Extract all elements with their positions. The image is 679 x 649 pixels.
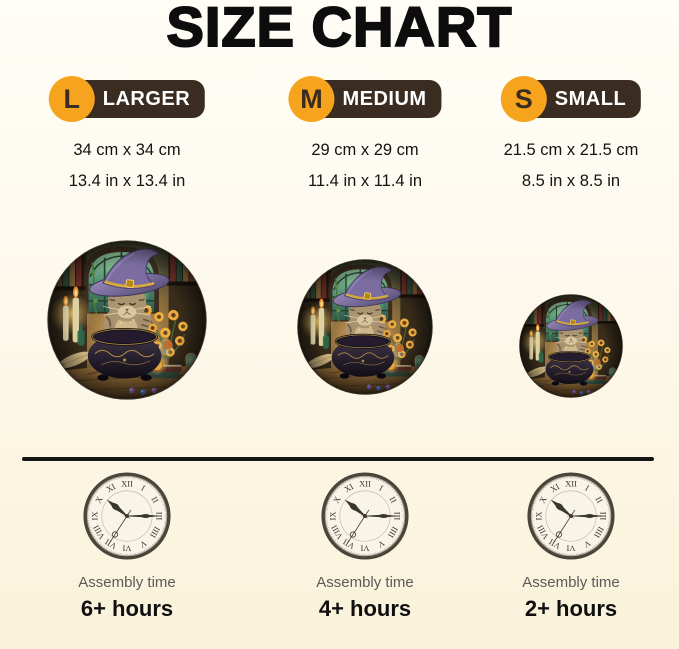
size-badge-label: MEDIUM	[311, 80, 442, 118]
horizontal-divider	[22, 457, 654, 461]
size-in-text: 11.4 in x 11.4 in	[307, 172, 423, 190]
assembly-time-value: 4+ hours	[318, 596, 412, 621]
size-badge-medium: MEDIUM M	[288, 76, 442, 122]
size-cm-text: 21.5 cm x 21.5 cm	[503, 141, 639, 159]
clock-icon	[83, 472, 171, 560]
clock-icon	[527, 472, 615, 560]
puzzle-image-small	[519, 294, 623, 398]
size-letter-badge: M	[288, 76, 335, 122]
puzzle-image-medium	[297, 259, 433, 395]
assembly-time-value: 2+ hours	[524, 596, 618, 621]
assembly-time-value: 6+ hours	[80, 596, 174, 621]
column-small: SMALL S 21.5 cm x 21.5 cm 8.5 in x 8.5 i…	[478, 0, 664, 649]
size-badge-small: SMALL S	[500, 76, 642, 122]
size-badge-label: LARGER	[71, 80, 206, 118]
size-letter-badge: S	[500, 76, 547, 122]
size-in-text: 13.4 in x 13.4 in	[68, 172, 186, 190]
assembly-time-label: Assembly time	[522, 574, 620, 591]
assembly-time-label: Assembly time	[78, 574, 176, 591]
size-in-text: 8.5 in x 8.5 in	[521, 172, 621, 190]
size-cm-text: 34 cm x 34 cm	[73, 141, 181, 159]
page-title: SIZE CHART	[166, 0, 513, 59]
size-cm-text: 29 cm x 29 cm	[311, 141, 419, 159]
size-badge-larger: LARGER L	[48, 76, 206, 122]
column-medium: MEDIUM M 29 cm x 29 cm 11.4 in x 11.4 in…	[252, 0, 478, 649]
assembly-time-label: Assembly time	[316, 574, 414, 591]
column-larger: LARGER L 34 cm x 34 cm 13.4 in x 13.4 in…	[0, 0, 254, 649]
clock-icon	[321, 472, 409, 560]
puzzle-image-large	[47, 240, 207, 400]
size-letter-badge: L	[48, 76, 95, 122]
